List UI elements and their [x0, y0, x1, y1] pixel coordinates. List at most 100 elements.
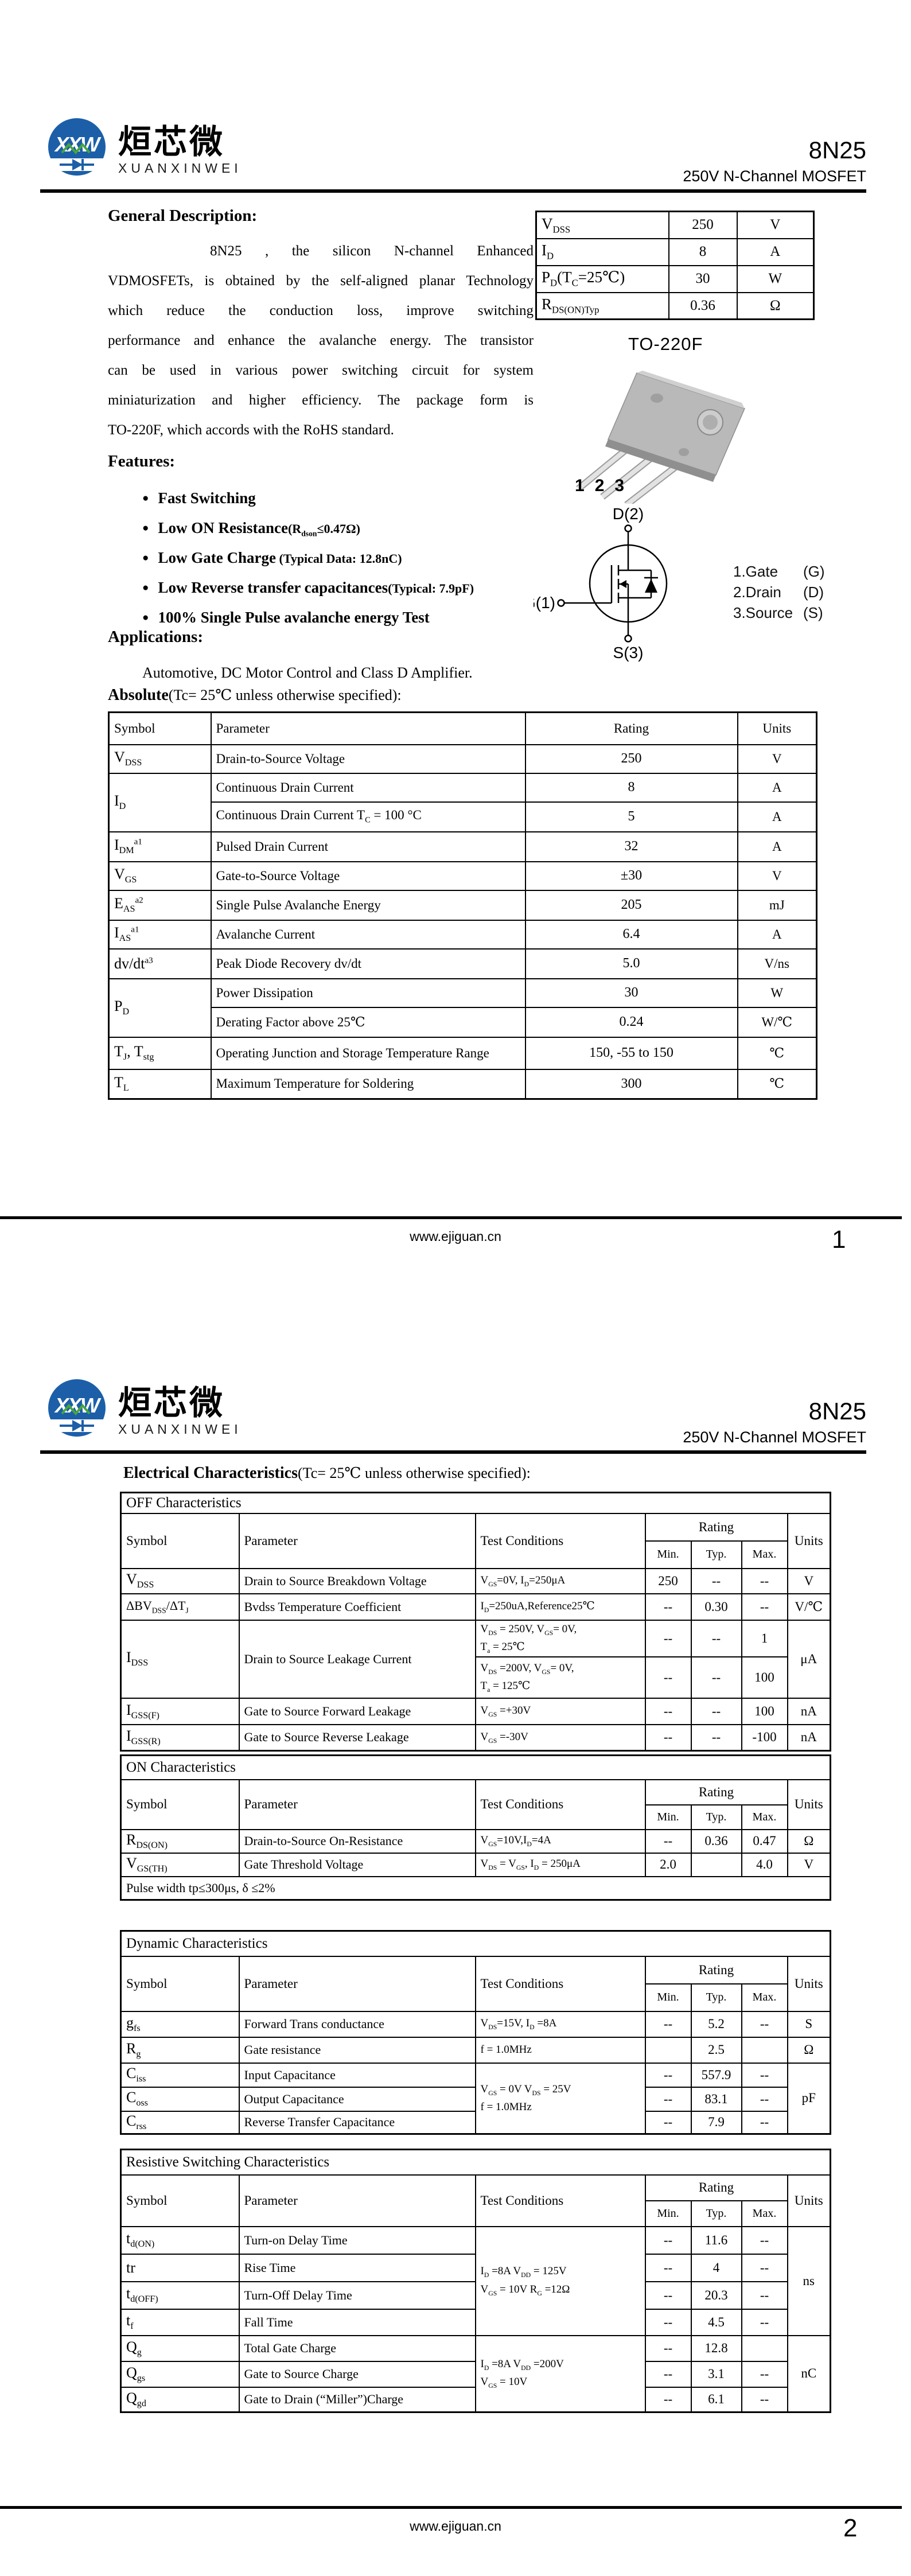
table-header-row: Min. Typ. Max.	[121, 1983, 831, 2012]
table-row: Rg Gate resistance f = 1.0MHz 2.5 Ω	[120, 2036, 831, 2064]
table-row: gfs Forward Trans conductance VDS=15V, I…	[120, 2010, 831, 2038]
table-title-row: Resistive Switching Characteristics	[120, 2149, 831, 2176]
table-row: VDSS 250 V	[535, 211, 815, 239]
svg-text:XXW: XXW	[54, 1394, 102, 1417]
brand-names: 烜芯微 XUANXINWEI	[118, 1386, 242, 1437]
part-number: 8N25	[808, 137, 866, 164]
table-note-row: Pulse width tp≤300μs, δ ≤2%	[120, 1875, 831, 1901]
cell-value: 8	[668, 238, 738, 266]
source-label: S(3)	[613, 644, 644, 661]
brand-name-cn: 烜芯微	[118, 123, 225, 161]
paragraph-line: performance and enhance the avalanche en…	[108, 333, 534, 348]
table-row: PD(TC=25℃) 30 W	[535, 264, 815, 293]
table-row: TJ, Tstg Operating Junction and Storage …	[108, 1036, 817, 1070]
table-row: EASa2 Single Pulse Avalanche Energy 205 …	[108, 889, 817, 921]
legend-item: 3.Source (S)	[733, 604, 823, 621]
table-row: ID Continuous Drain Current 8 A	[108, 772, 817, 832]
brand-names: 烜芯微 XUANXINWEI	[118, 125, 242, 176]
features-list: Fast Switching Low ON Resistance(Rdson≤0…	[142, 483, 474, 632]
table-row: IASa1 Avalanche Current 6.4 A	[108, 919, 817, 950]
brand-name-en: XUANXINWEI	[118, 1422, 242, 1437]
part-subtitle: 250V N-Channel MOSFET	[683, 168, 866, 185]
package-label: TO-220F	[628, 334, 703, 354]
paragraph-line: 8N25 , the silicon N-channel Enhanced	[210, 243, 534, 259]
table-row: Qgd Gate to Drain (“Miller”)Charge -- 6.…	[120, 2386, 831, 2413]
table-title-row: OFF Characteristics	[120, 1492, 831, 1514]
table-header-row: Symbol Parameter Test Conditions Rating …	[120, 1779, 831, 1830]
footer-url: www.ejiguan.cn	[410, 1229, 501, 1244]
electrical-section-title: Electrical Characteristics(Tc= 25℃ unles…	[123, 1464, 531, 1482]
table-row: VDSS Drain to Source Breakdown Voltage V…	[120, 1567, 831, 1594]
table-row: dv/dta3 Peak Diode Recovery dv/dt 5.0 V/…	[108, 948, 817, 979]
cell-unit: Ω	[736, 291, 815, 320]
table-row: tr Rise Time -- 4 --	[120, 2253, 831, 2282]
table-row: Ciss Input Capacitance VGS = 0V VDS = 25…	[120, 2062, 831, 2135]
table-header-row: Symbol Parameter Test Conditions Rating …	[120, 2174, 831, 2227]
dynamic-characteristics-table: Dynamic Characteristics Symbol Parameter…	[120, 1930, 832, 2135]
table-row: ΔBVDSS/ΔTJ Bvdss Temperature Coefficient…	[120, 1593, 831, 1621]
table-row: VDS =200V, VGS= 0V, Ta = 125℃ -- -- 100	[121, 1656, 831, 1699]
cell-value: 0.36	[668, 291, 738, 320]
cell-unit: W	[736, 264, 815, 293]
general-description-title: General Description:	[108, 207, 258, 225]
feature-item: Fast Switching	[142, 483, 474, 513]
col-header-rating: Rating	[524, 711, 738, 745]
brand-logo-icon: XXW	[48, 1379, 106, 1437]
page-number: 2	[843, 2514, 858, 2542]
legend-item: 2.Drain (D)	[733, 583, 824, 601]
footer-url: www.ejiguan.cn	[410, 2519, 501, 2534]
part-subtitle: 250V N-Channel MOSFET	[683, 1429, 866, 1446]
drain-label: D(2)	[613, 508, 644, 523]
package-image-icon	[576, 371, 746, 504]
brand-name-cn: 烜芯微	[118, 1384, 225, 1422]
brand-logo: XXW	[45, 115, 114, 179]
cell-symbol: PD(TC=25℃)	[535, 264, 669, 293]
table-row: IDMa1 Pulsed Drain Current 32 A	[108, 831, 817, 862]
footer-rule	[0, 2506, 902, 2509]
table-header-row: Symbol Parameter Test Conditions Rating …	[120, 1955, 831, 2012]
table-row: ID 8 A	[535, 238, 815, 266]
applications-text: Automotive, DC Motor Control and Class D…	[142, 664, 473, 681]
table-title-row: Dynamic Characteristics	[120, 1930, 831, 1957]
cell-value: 250	[668, 211, 738, 239]
paragraph-line: miniaturization and higher efficiency. T…	[108, 392, 534, 408]
header-part-block: 8N25 250V N-Channel MOSFET	[522, 137, 866, 185]
part-number: 8N25	[808, 1398, 866, 1425]
table-row: Coss Output Capacitance -- 83.1 --	[120, 2086, 831, 2112]
header-part-block: 8N25 250V N-Channel MOSFET	[522, 1398, 866, 1446]
table-row: td(ON) Turn-on Delay Time ID =8A VDD = 1…	[120, 2225, 831, 2336]
table-row: Crss Reverse Transfer Capacitance -- 7.9…	[120, 2110, 831, 2135]
brand-name-en: XUANXINWEI	[118, 161, 242, 176]
table-row: VGS(TH) Gate Threshold Voltage VDS = VGS…	[120, 1852, 831, 1877]
absolute-ratings-table: Symbol Parameter Rating Units VDSS Drain…	[108, 711, 817, 1100]
table-row: tf Fall Time -- 4.5 --	[120, 2308, 831, 2336]
table-row: Qg Total Gate Charge ID =8A VDD =200V VG…	[120, 2334, 831, 2413]
features-title: Features:	[108, 452, 176, 470]
gate-label: G(1)	[534, 594, 555, 612]
paragraph-line: VDMOSFETs, is obtained by the self-align…	[108, 273, 534, 289]
table-header-row: Symbol Parameter Rating Units	[108, 711, 817, 745]
general-description-paragraph: 8N25 , the silicon N-channel Enhanced VD…	[108, 236, 534, 445]
cell-unit: A	[736, 238, 815, 266]
table-title-row: ON Characteristics	[120, 1754, 831, 1780]
table-row: PD Power Dissipation 30 W	[108, 978, 817, 1038]
table-row: Continuous Drain Current TC = 100 °C 5 A	[109, 801, 817, 832]
mosfet-symbol-icon: D(2) G(1) S(3)	[534, 508, 668, 661]
col-header-parameter: Parameter	[210, 711, 526, 745]
col-header-symbol: Symbol	[108, 711, 212, 745]
table-row: IGSS(R) Gate to Source Reverse Leakage V…	[120, 1723, 831, 1752]
col-header-units: Units	[737, 711, 817, 745]
resistive-switching-table: Resistive Switching Characteristics Symb…	[120, 2149, 832, 2413]
on-characteristics-table: ON Characteristics Symbol Parameter Test…	[120, 1754, 832, 1901]
footer-rule	[0, 1216, 902, 1219]
header-rule	[40, 1450, 866, 1454]
cell-symbol: ID	[535, 238, 669, 266]
table-header-row: Min. Typ. Max.	[121, 2200, 831, 2227]
table-row: RDS(ON) Drain-to-Source On-Resistance VG…	[120, 1828, 831, 1854]
package-pin-numbers: 123	[575, 476, 635, 495]
table-row: TL Maximum Temperature for Soldering 300…	[108, 1068, 817, 1100]
table-row: RDS(ON)Typ 0.36 Ω	[535, 291, 815, 320]
off-characteristics-table: OFF Characteristics Symbol Parameter Tes…	[120, 1492, 832, 1752]
absolute-section-title: Absolute(Tc= 25℃ unless otherwise specif…	[108, 686, 402, 704]
